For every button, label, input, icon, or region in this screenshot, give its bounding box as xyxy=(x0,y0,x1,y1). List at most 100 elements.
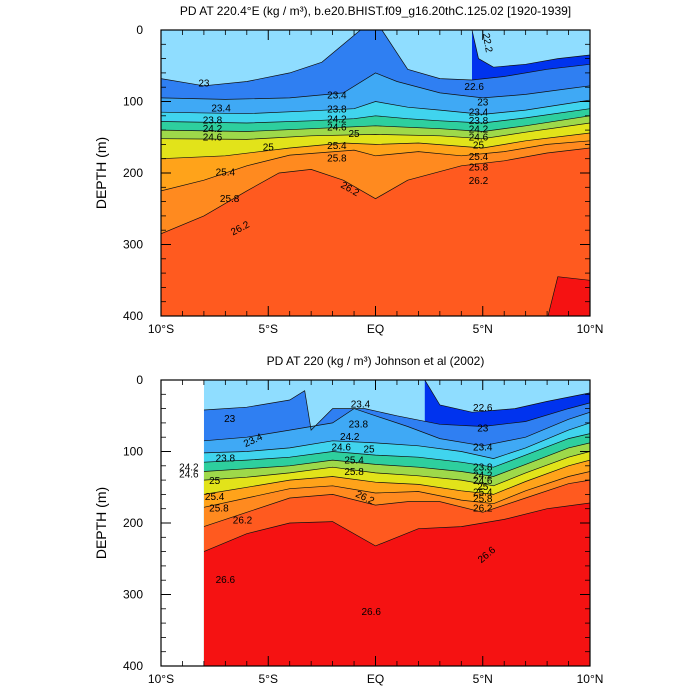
x-tick-label: EQ xyxy=(367,322,384,336)
contour-label: 26.6 xyxy=(216,575,236,586)
contour-label: 24.6 xyxy=(473,476,493,487)
y-tick-label: 200 xyxy=(123,516,143,530)
contour-label: 24.2 xyxy=(327,115,347,126)
contour-label: 25.8 xyxy=(220,194,240,205)
contour-line-22-6 xyxy=(471,30,590,68)
contour-label: 26.2 xyxy=(469,176,489,187)
x-tick-label: EQ xyxy=(367,672,384,686)
y-tick-label: 100 xyxy=(123,95,143,109)
contour-line-26-2 xyxy=(161,147,590,235)
contour-label: 25.4 xyxy=(469,152,489,163)
contour-label: 25 xyxy=(209,476,221,487)
contour-label: 25.4 xyxy=(344,455,364,466)
contour-label: 23 xyxy=(477,98,489,109)
contour-line-24-6 xyxy=(203,442,590,477)
chart-title: PD AT 220 (kg / m³) Johnson et al (2002) xyxy=(267,354,485,368)
x-tick-label: 10°N xyxy=(577,672,604,686)
contour-label: 25.8 xyxy=(209,503,229,514)
contour-label: 23.8 xyxy=(327,105,347,116)
contour-label: 25 xyxy=(364,445,376,456)
y-tick-label: 100 xyxy=(123,445,143,459)
contour-label: 22.6 xyxy=(473,403,493,414)
contour-line-24-2 xyxy=(203,433,590,468)
contour-label: 23.8 xyxy=(203,115,223,126)
contour-line-22-6 xyxy=(424,380,590,413)
x-tick-label: 5°S xyxy=(259,322,278,336)
contour-label: 25.4 xyxy=(327,141,347,152)
x-tick-label: 10°S xyxy=(148,322,174,336)
contour-line-25 xyxy=(161,122,590,140)
contour-line-23-4 xyxy=(161,72,590,100)
y-tick-label: 200 xyxy=(123,166,143,180)
y-tick-label: 0 xyxy=(136,373,143,387)
y-tick-label: 400 xyxy=(123,659,143,673)
x-tick-label: 5°N xyxy=(473,322,493,336)
contour-label: 22.6 xyxy=(464,82,484,93)
contour-label: 23.8 xyxy=(216,453,236,464)
contour-label: 25 xyxy=(477,482,489,493)
contour-line-24-2 xyxy=(161,108,590,124)
contour-band-26-6 xyxy=(203,503,590,666)
contour-label: 24.2 xyxy=(340,432,360,443)
y-tick-label: 400 xyxy=(123,309,143,323)
panel-2: 22.6232323.423.423.423.823.823.824.224.2… xyxy=(93,354,603,686)
contour-label: 26.2 xyxy=(473,503,493,514)
contour-line-26-2 xyxy=(203,479,590,527)
contour-label: 23.4 xyxy=(473,443,493,454)
contour-line-25 xyxy=(203,451,590,487)
contour-line-26-6 xyxy=(203,502,590,552)
contour-label: 24.6 xyxy=(179,470,199,481)
y-axis-label: DEPTH (m) xyxy=(93,487,109,559)
contour-label: 25.8 xyxy=(327,153,347,164)
y-tick-label: 300 xyxy=(123,588,143,602)
contour-field xyxy=(161,30,590,316)
contour-label: 24.6 xyxy=(331,443,351,454)
contour-label: 23.8 xyxy=(469,116,489,127)
contour-label: 23.4 xyxy=(211,103,231,114)
contour-label: 23.8 xyxy=(349,420,369,431)
panel-1: 22.222.6232323.423.423.423.823.823.824.2… xyxy=(93,4,603,336)
contour-line-25-8 xyxy=(203,471,590,508)
y-axis-label: DEPTH (m) xyxy=(93,137,109,209)
contour-label: 22.2 xyxy=(480,32,494,54)
contour-line-23-8 xyxy=(161,99,590,115)
y-tick-label: 0 xyxy=(136,23,143,37)
contour-label: 26.2 xyxy=(233,515,253,526)
contour-label: 25.4 xyxy=(473,488,493,499)
contour-label: 23.4 xyxy=(469,108,489,119)
contour-label: 23.8 xyxy=(473,463,493,474)
contour-band-26-2 xyxy=(161,148,590,316)
contour-line-25-8 xyxy=(161,140,590,192)
contour-label: 25 xyxy=(348,129,360,140)
x-tick-label: 5°S xyxy=(259,672,278,686)
contour-label: 24.6 xyxy=(469,133,489,144)
contour-line-25-4 xyxy=(161,132,590,160)
contour-label: 24.6 xyxy=(327,123,347,134)
contour-label: 24.6 xyxy=(203,133,223,144)
contour-label: 24.2 xyxy=(469,125,489,136)
contour-label: 24.2 xyxy=(473,470,493,481)
contour-label: 25.8 xyxy=(344,467,364,478)
contour-line-23-4 xyxy=(203,408,590,447)
contour-label: 23 xyxy=(477,423,489,434)
contour-line-23-8 xyxy=(203,422,590,459)
contour-line-26-6 xyxy=(547,276,590,316)
contour-label: 25.4 xyxy=(205,492,225,503)
chart-title: PD AT 220.4°E (kg / m³), b.e20.BHIST.f09… xyxy=(180,4,571,18)
contour-label: 24.2 xyxy=(203,124,223,135)
contour-label: 25.8 xyxy=(469,163,489,174)
x-tick-label: 10°S xyxy=(148,672,174,686)
contour-label: 23 xyxy=(224,414,236,425)
contour-label: 23.4 xyxy=(327,90,347,101)
contour-label: 25.8 xyxy=(473,494,493,505)
contour-label: 25.4 xyxy=(216,168,236,179)
contour-line-23 xyxy=(203,390,590,431)
contour-label: 24.2 xyxy=(179,463,199,474)
contour-label: 26.6 xyxy=(361,607,381,618)
contour-label: 23 xyxy=(198,78,210,89)
contour-line-25-4 xyxy=(203,459,590,495)
contour-label: 23.4 xyxy=(351,400,371,411)
x-tick-label: 5°N xyxy=(473,672,493,686)
contour-label: 25 xyxy=(263,143,275,154)
